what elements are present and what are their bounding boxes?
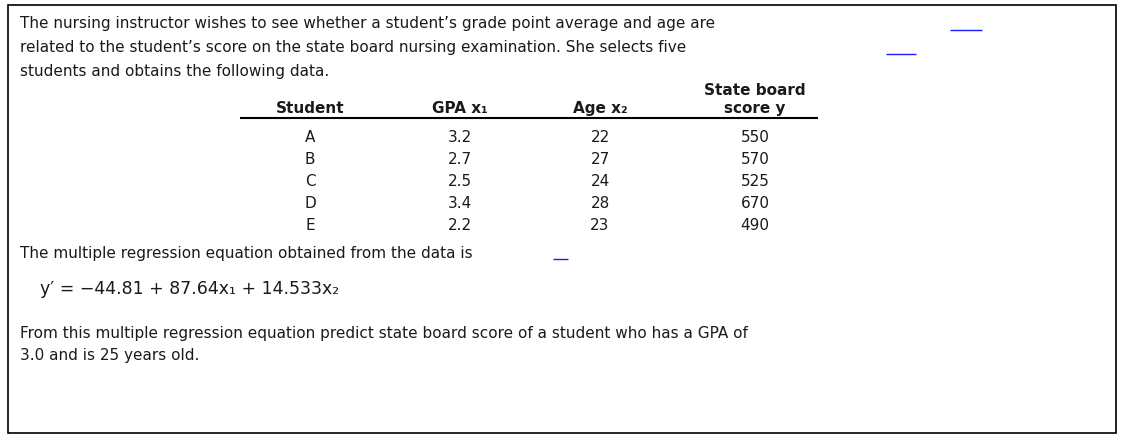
Text: 28: 28	[591, 196, 610, 211]
Text: 23: 23	[591, 218, 610, 233]
Text: D: D	[304, 196, 316, 211]
Text: 24: 24	[591, 174, 610, 189]
Text: GPA x₁: GPA x₁	[432, 101, 488, 116]
Text: y′ = −44.81 + 87.64x₁ + 14.533x₂: y′ = −44.81 + 87.64x₁ + 14.533x₂	[40, 280, 339, 298]
Text: 3.4: 3.4	[448, 196, 472, 211]
Text: 27: 27	[591, 152, 610, 167]
Text: From this multiple regression equation predict state board score of a student wh: From this multiple regression equation p…	[20, 326, 748, 341]
Text: 2.7: 2.7	[448, 152, 472, 167]
Text: 550: 550	[740, 130, 770, 145]
Text: 22: 22	[591, 130, 610, 145]
Text: The multiple regression equation obtained from the data is: The multiple regression equation obtaine…	[20, 246, 472, 261]
Text: C: C	[305, 174, 315, 189]
Text: B: B	[305, 152, 315, 167]
Text: The nursing instructor wishes to see whether a student’s grade point average and: The nursing instructor wishes to see whe…	[20, 16, 716, 31]
Text: 3.0 and is 25 years old.: 3.0 and is 25 years old.	[20, 348, 199, 363]
Text: related to the student’s score on the state board nursing examination. She selec: related to the student’s score on the st…	[20, 40, 686, 55]
Text: State board: State board	[704, 83, 806, 98]
Text: 2.5: 2.5	[448, 174, 472, 189]
Text: 525: 525	[740, 174, 770, 189]
Text: 570: 570	[740, 152, 770, 167]
Text: students and obtains the following data.: students and obtains the following data.	[20, 64, 330, 79]
Text: Age x₂: Age x₂	[573, 101, 628, 116]
Text: 3.2: 3.2	[448, 130, 472, 145]
Text: E: E	[305, 218, 315, 233]
Text: A: A	[305, 130, 315, 145]
Text: Student: Student	[276, 101, 344, 116]
Text: score y: score y	[724, 101, 785, 116]
Text: 2.2: 2.2	[448, 218, 472, 233]
Text: 670: 670	[740, 196, 770, 211]
Text: 490: 490	[740, 218, 770, 233]
